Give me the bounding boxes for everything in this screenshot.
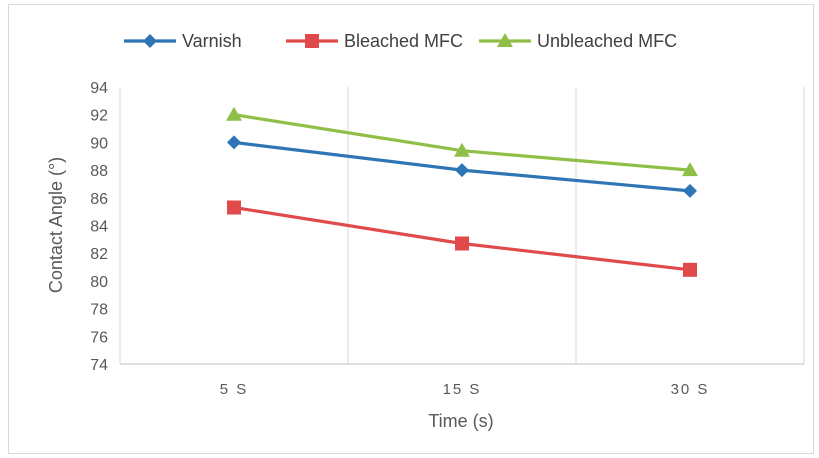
data-point-varnish bbox=[455, 163, 469, 178]
y-axis-title: Contact Angle (°) bbox=[46, 157, 66, 293]
y-tick-label: 90 bbox=[90, 135, 108, 152]
legend-label-unbleached-mfc: Unbleached MFC bbox=[537, 31, 677, 51]
data-point-bleached-mfc bbox=[455, 236, 469, 251]
chart-frame bbox=[8, 4, 814, 454]
grid-layer bbox=[119, 87, 805, 364]
y-tick-label: 92 bbox=[90, 108, 108, 125]
data-point-unbleached-mfc bbox=[226, 106, 242, 121]
x-tick-label: 15 S bbox=[443, 381, 482, 398]
x-tick-label: 30 S bbox=[671, 381, 710, 398]
x-axis-title: Time (s) bbox=[428, 411, 493, 431]
y-tick-label: 86 bbox=[90, 191, 108, 208]
legend: Varnish Bleached MFC Unbleached MFC bbox=[124, 31, 677, 51]
y-tick-label: 94 bbox=[90, 80, 108, 97]
y-tick-label: 74 bbox=[90, 357, 108, 374]
legend-marker-unbleached-mfc bbox=[497, 33, 513, 47]
y-tick-label: 84 bbox=[90, 219, 108, 236]
y-tick-label: 78 bbox=[90, 302, 108, 319]
y-tick-label: 80 bbox=[90, 274, 108, 291]
data-point-unbleached-mfc bbox=[682, 162, 698, 177]
series-line-unbleached-mfc bbox=[233, 113, 691, 172]
x-tick-label: 5 S bbox=[220, 381, 249, 398]
legend-marker-bleached-mfc bbox=[305, 34, 319, 48]
data-point-bleached-mfc bbox=[683, 262, 697, 277]
legend-label-bleached-mfc: Bleached MFC bbox=[344, 31, 463, 51]
data-point-varnish bbox=[683, 183, 697, 198]
axis-layer: 74 76 78 80 82 84 86 88 90 92 94 5 S 15 S 30 S bbox=[90, 80, 804, 398]
y-tick-label: 82 bbox=[90, 246, 108, 263]
y-tick-label: 76 bbox=[90, 329, 108, 346]
data-point-varnish bbox=[227, 135, 241, 150]
data-point-bleached-mfc bbox=[227, 200, 241, 215]
data-point-unbleached-mfc bbox=[454, 142, 470, 157]
y-tick-label: 88 bbox=[90, 163, 108, 180]
legend-marker-varnish bbox=[143, 34, 157, 48]
legend-label-varnish: Varnish bbox=[182, 31, 242, 51]
series-layer bbox=[226, 106, 698, 277]
